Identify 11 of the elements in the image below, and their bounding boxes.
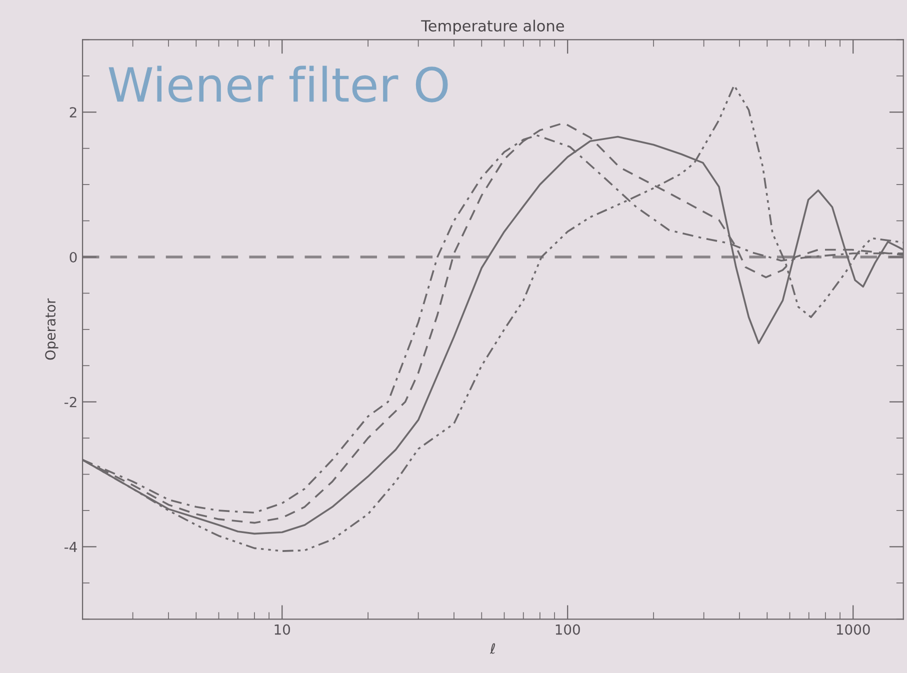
x-tick-label: 10 (274, 624, 290, 635)
x-axis-title: ℓ (490, 643, 495, 654)
y-tick-label: -2 (64, 396, 76, 408)
chart-title: Temperature alone (421, 20, 564, 35)
y-tick-label: 2 (70, 107, 76, 118)
annotation: Wiener filter O (108, 66, 448, 102)
y-axis-title: Operator (45, 298, 58, 360)
y-tick-label: -4 (64, 542, 77, 552)
x-tick-label: 100 (556, 624, 580, 635)
x-tick-label: 1000 (836, 624, 870, 635)
y-tick-label: 0 (70, 252, 77, 262)
